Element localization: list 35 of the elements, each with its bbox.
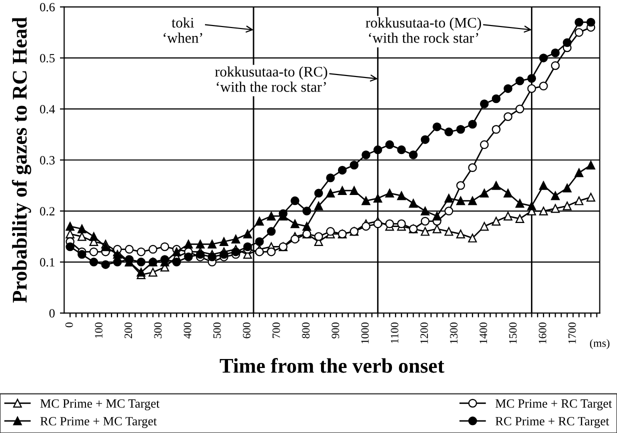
x-tick-label: 600: [242, 322, 250, 338]
x-axis-title: Time from the verb onset: [220, 358, 444, 373]
ref-line-label: rokkusutaa-to (RC) ‘with the rock star’: [215, 66, 328, 92]
x-tick-label: 900: [332, 322, 340, 338]
x-tick-label: 1300: [450, 322, 458, 344]
text: (ms): [590, 339, 610, 350]
x-tick-label: 200: [124, 322, 132, 338]
x-tick-label: 1700: [568, 322, 576, 344]
x-tick-label: 800: [302, 322, 310, 338]
x-tick-label: 100: [94, 322, 102, 338]
legend-label: RC Prime + RC Target: [496, 417, 610, 428]
y-tick-label: 0.1: [40, 258, 54, 267]
y-tick-label: 0.6: [40, 2, 55, 12]
y-tick-label: 0.2: [40, 207, 54, 216]
x-tick-label: 1600: [538, 322, 546, 344]
legend-label: RC Prime + MC Target: [40, 417, 157, 428]
x-tick-label: 1000: [361, 322, 369, 344]
y-tick-label: 0.3: [40, 156, 55, 165]
ref-line-label: rokkusutaa-to (MC) ‘with the rock star’: [366, 17, 482, 43]
x-tick-label: 1400: [480, 322, 488, 344]
y-axis-title: Probability of gazes to RC Head: [12, 17, 32, 303]
legend-label: MC Prime + RC Target: [496, 399, 612, 410]
x-tick-label: 700: [272, 322, 280, 338]
x-tick-label: 0: [65, 322, 73, 328]
x-tick-label: 400: [184, 322, 192, 339]
x-tick-label: 500: [213, 322, 221, 338]
y-tick-label: 0.5: [40, 54, 55, 62]
x-tick-label: 1200: [420, 322, 428, 344]
ref-line-label: toki ‘when’: [164, 17, 202, 43]
x-tick-label: 1500: [509, 322, 517, 344]
x-tick-label: 1100: [390, 322, 398, 343]
y-tick-label: 0.4: [40, 104, 55, 114]
legend-label: MC Prime + MC Target: [40, 399, 160, 410]
y-tick-label: 0: [49, 309, 55, 318]
x-tick-label: 300: [154, 322, 162, 338]
